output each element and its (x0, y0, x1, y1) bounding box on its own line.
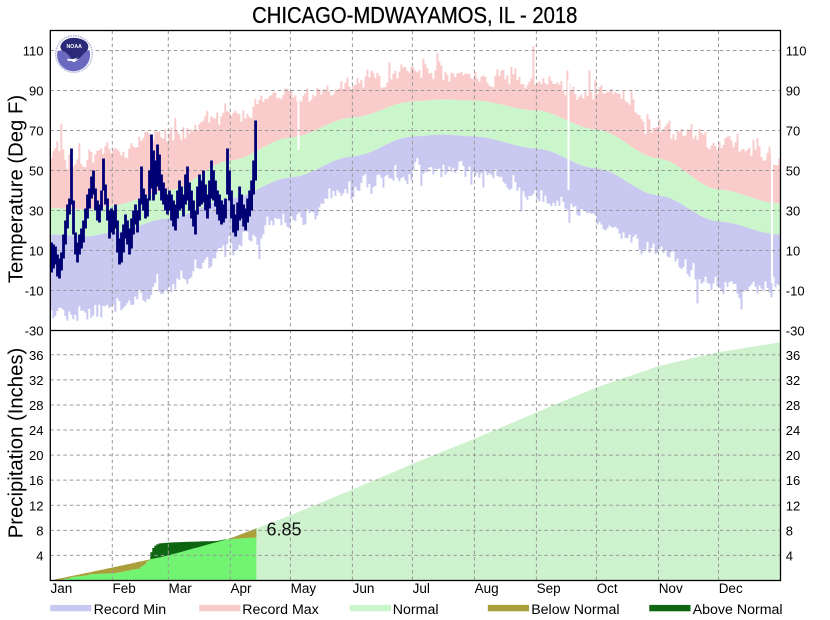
svg-text:28: 28 (29, 398, 43, 413)
svg-text:6.85: 6.85 (267, 520, 302, 540)
svg-text:Aug: Aug (475, 581, 499, 596)
svg-text:50: 50 (786, 164, 800, 179)
svg-text:NOAA: NOAA (67, 44, 83, 50)
svg-text:12: 12 (29, 498, 43, 513)
svg-text:32: 32 (29, 373, 43, 388)
svg-text:Record Min: Record Min (94, 602, 167, 618)
svg-text:-30: -30 (786, 324, 805, 339)
svg-text:Feb: Feb (113, 581, 136, 596)
svg-text:36: 36 (29, 348, 43, 363)
svg-text:24: 24 (29, 423, 43, 438)
svg-text:Sep: Sep (537, 581, 561, 596)
svg-text:Jan: Jan (51, 581, 73, 596)
svg-text:Jun: Jun (353, 581, 375, 596)
svg-text:90: 90 (29, 84, 43, 99)
svg-text:36: 36 (786, 348, 800, 363)
svg-text:Below Normal: Below Normal (531, 602, 619, 618)
svg-text:Temperature (Deg F): Temperature (Deg F) (5, 95, 27, 283)
svg-text:70: 70 (29, 124, 43, 139)
svg-text:8: 8 (786, 523, 793, 538)
svg-text:Jul: Jul (413, 581, 430, 596)
svg-text:-10: -10 (25, 284, 44, 299)
svg-text:110: 110 (786, 44, 807, 59)
svg-text:10: 10 (786, 244, 800, 259)
svg-text:30: 30 (29, 204, 43, 219)
svg-text:Apr: Apr (231, 581, 253, 596)
svg-text:12: 12 (786, 498, 800, 513)
svg-text:16: 16 (786, 473, 800, 488)
svg-text:30: 30 (786, 204, 800, 219)
svg-text:32: 32 (786, 373, 800, 388)
svg-text:24: 24 (786, 423, 800, 438)
svg-text:-30: -30 (25, 324, 44, 339)
svg-text:50: 50 (29, 164, 43, 179)
svg-text:Precipitation (Inches): Precipitation (Inches) (5, 348, 27, 539)
svg-text:70: 70 (786, 124, 800, 139)
svg-text:Record Max: Record Max (242, 602, 318, 618)
svg-text:20: 20 (29, 448, 43, 463)
svg-text:90: 90 (786, 84, 800, 99)
svg-text:28: 28 (786, 398, 800, 413)
svg-text:-10: -10 (786, 284, 805, 299)
svg-text:10: 10 (29, 244, 43, 259)
svg-text:4: 4 (786, 548, 793, 563)
svg-text:Dec: Dec (719, 581, 743, 596)
svg-text:20: 20 (786, 448, 800, 463)
svg-text:Mar: Mar (169, 581, 193, 596)
svg-text:8: 8 (36, 523, 43, 538)
svg-text:May: May (291, 581, 317, 596)
svg-text:Oct: Oct (597, 581, 618, 596)
svg-text:Above Normal: Above Normal (693, 602, 783, 618)
svg-text:16: 16 (29, 473, 43, 488)
svg-text:4: 4 (36, 548, 43, 563)
svg-text:Nov: Nov (659, 581, 683, 596)
svg-text:110: 110 (23, 44, 44, 59)
svg-text:Normal: Normal (393, 602, 439, 618)
